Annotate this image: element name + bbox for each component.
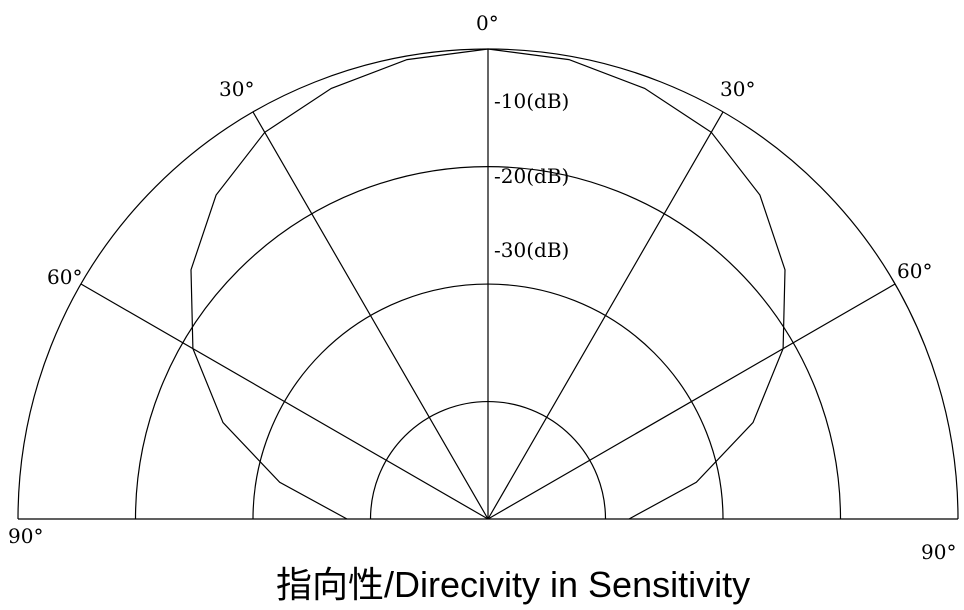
angle-spoke [487, 283, 896, 520]
angle-label-30-left: 30° [219, 77, 254, 101]
radial-label-minus30: -30(dB) [494, 238, 569, 262]
angle-label-30-right: 30° [720, 77, 755, 101]
radial-label-minus20: -20(dB) [494, 164, 569, 188]
angle-spoke [80, 283, 489, 520]
angle-label-60-left: 60° [47, 265, 82, 289]
angle-spoke [252, 111, 489, 520]
pattern-curves [190, 48, 786, 520]
angle-spokes [80, 49, 896, 520]
angle-label-90-left: 90° [8, 524, 43, 548]
angle-label-60-right: 60° [897, 259, 932, 283]
angle-label-0: 0° [476, 11, 499, 35]
radial-label-minus10: -10(dB) [494, 89, 569, 113]
chart-title: 指向性/Direcivity in Sensitivity [276, 564, 750, 605]
angle-label-90-right: 90° [921, 540, 956, 564]
angle-spoke [487, 111, 724, 520]
pattern-curve [190, 48, 786, 520]
